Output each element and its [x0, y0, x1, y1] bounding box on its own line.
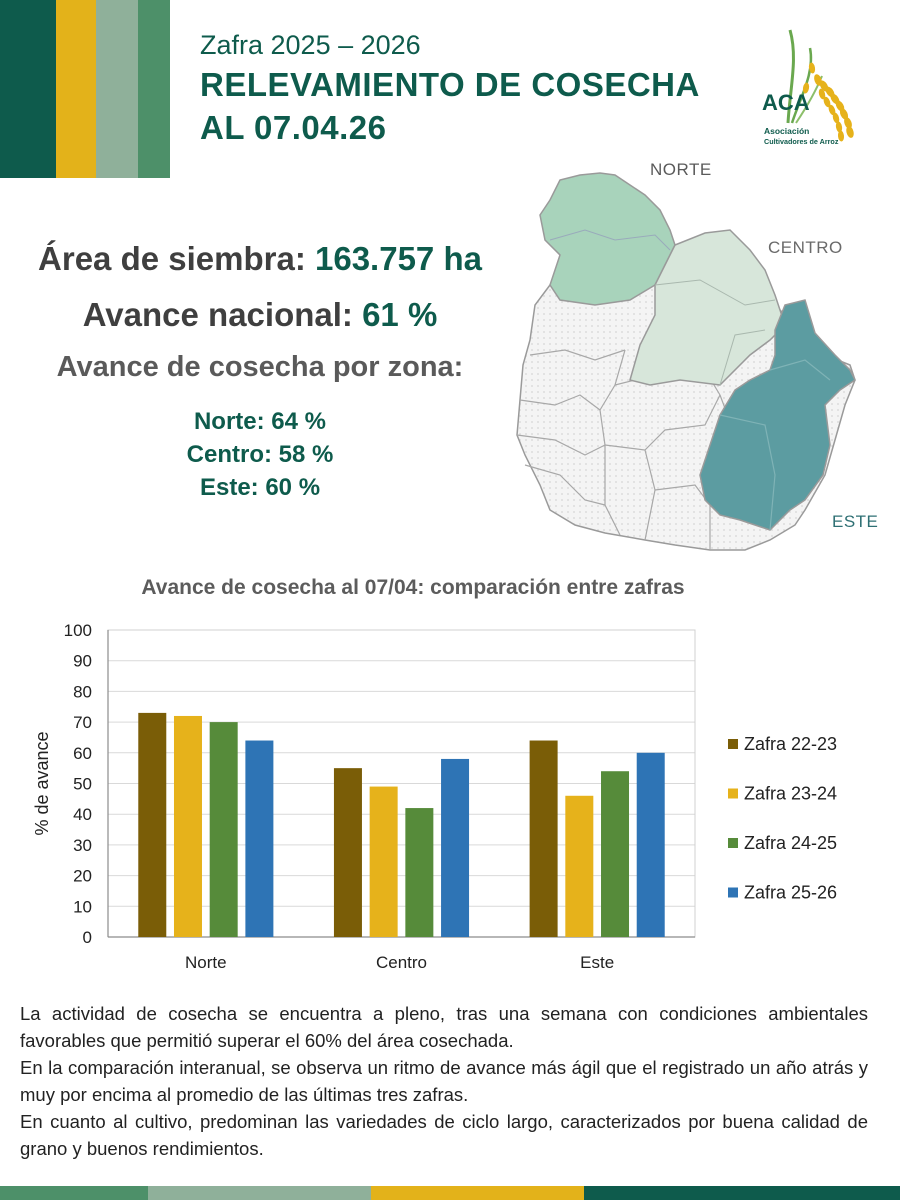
y-tick-label: 40 — [73, 805, 92, 824]
x-tick-label: Este — [580, 953, 614, 972]
map-region-norte — [539, 172, 676, 306]
sown-area: Área de siembra: 163.757 ha — [0, 235, 520, 283]
page-title-line2: AL 07.04.26 — [200, 109, 387, 146]
sown-area-label: Área de siembra: — [38, 240, 306, 277]
logo-line2: Cultivadores de Arroz — [764, 137, 839, 146]
map-norte-border — [549, 229, 671, 251]
map-label-este: ESTE — [832, 512, 879, 531]
bar-centro-1 — [369, 786, 398, 937]
map-region-centro — [629, 229, 786, 386]
logo-line1: Asociación — [764, 126, 809, 136]
logo-acronym: ACA — [762, 90, 810, 115]
header-stripes — [0, 0, 170, 178]
legend-swatch — [728, 838, 738, 848]
bar-este-1 — [565, 795, 594, 937]
national-advance-label: Avance nacional: — [82, 296, 353, 333]
map-svg — [516, 172, 856, 551]
body-text: La actividad de cosecha se encuentra a p… — [20, 1000, 868, 1162]
zone-norte: Norte: 64 % — [193, 408, 327, 435]
map-centro-border-2 — [719, 329, 766, 386]
legend-label: Zafra 25-26 — [744, 883, 837, 903]
legend-swatch — [728, 887, 738, 898]
bar-norte-2 — [209, 722, 238, 937]
aca-logo: ACA Asociación Cultivadores de Arroz — [762, 29, 854, 146]
footer-stripe-green — [0, 1186, 148, 1200]
map-este-border — [769, 359, 831, 381]
footer-stripe-sage — [148, 1186, 371, 1200]
footer-stripe-yellow — [371, 1186, 584, 1200]
season-label: Zafra 2025 – 2026 — [200, 30, 421, 60]
bar-centro-0 — [333, 768, 362, 937]
bar-norte-1 — [173, 715, 202, 937]
page-title-line1: RELEVAMIENTO DE COSECHA — [200, 66, 700, 103]
y-axis-label: % de avance — [32, 731, 52, 835]
bar-norte-3 — [245, 740, 274, 937]
by-zone-heading: Avance de cosecha por zona: — [56, 351, 464, 383]
map-region-este — [699, 299, 856, 531]
y-tick-label: 90 — [73, 652, 92, 671]
national-advance: Avance nacional: 61 % — [0, 291, 520, 339]
y-tick-label: 10 — [73, 897, 92, 916]
bar-centro-3 — [441, 758, 470, 937]
sown-area-value: 163.757 ha — [315, 240, 482, 277]
legend-label: Zafra 24-25 — [744, 833, 837, 853]
y-tick-label: 100 — [64, 621, 92, 640]
map-este-border-2 — [719, 414, 776, 531]
map-centro-border — [654, 279, 776, 306]
bar-chart: 0 10 20 30 40 50 60 70 80 90 100 % de avance Norte Ce… — [32, 621, 837, 972]
zone-list: Norte: 64 % Centro: 58 % Este: 60 % — [0, 405, 520, 504]
chart-title: Avance de cosecha al 07/04: comparación … — [141, 576, 685, 599]
y-tick-label: 0 — [83, 928, 92, 947]
bar-norte-0 — [138, 712, 167, 937]
y-tick-label: 30 — [73, 836, 92, 855]
body-paragraph-1: La actividad de cosecha se encuentra a p… — [20, 1003, 868, 1051]
map-label-norte: NORTE — [650, 160, 712, 179]
bar-este-3 — [636, 752, 665, 937]
legend-swatch — [728, 739, 738, 749]
footer-stripes — [0, 1186, 900, 1200]
bar-este-2 — [601, 771, 630, 937]
bar-centro-2 — [405, 808, 434, 937]
x-tick-label: Norte — [185, 953, 227, 972]
body-paragraph-2: En la comparación interanual, se observa… — [20, 1057, 868, 1105]
y-tick-label: 20 — [73, 867, 92, 886]
y-tick-label: 80 — [73, 682, 92, 701]
y-tick-label: 60 — [73, 744, 92, 763]
bar-este-0 — [529, 740, 558, 937]
map-label-centro: CENTRO — [768, 238, 843, 257]
y-tick-label: 70 — [73, 713, 92, 732]
legend-swatch — [728, 788, 738, 799]
zone-este: Este: 60 % — [199, 474, 321, 501]
stripe-dark-green — [0, 0, 56, 178]
stripe-yellow — [56, 0, 96, 178]
stripe-green — [138, 0, 170, 178]
rice-plant-icon — [786, 29, 854, 142]
legend-label: Zafra 23-24 — [744, 784, 837, 804]
body-paragraph-3: En cuanto al cultivo, predominan las var… — [20, 1111, 868, 1159]
zone-centro: Centro: 58 % — [186, 441, 334, 468]
x-tick-label: Centro — [376, 953, 427, 972]
uruguay-map: NORTE CENTRO ESTE — [505, 155, 895, 565]
footer-stripe-dark — [584, 1186, 900, 1200]
page-header: Zafra 2025 – 2026 RELEVAMIENTO DE COSECH… — [200, 30, 700, 149]
stripe-sage — [96, 0, 138, 178]
national-advance-value: 61 % — [362, 296, 438, 333]
y-tick-label: 50 — [73, 775, 92, 794]
legend-label: Zafra 22-23 — [744, 734, 837, 754]
stats-block: Área de siembra: 163.757 ha Avance nacio… — [0, 235, 520, 504]
